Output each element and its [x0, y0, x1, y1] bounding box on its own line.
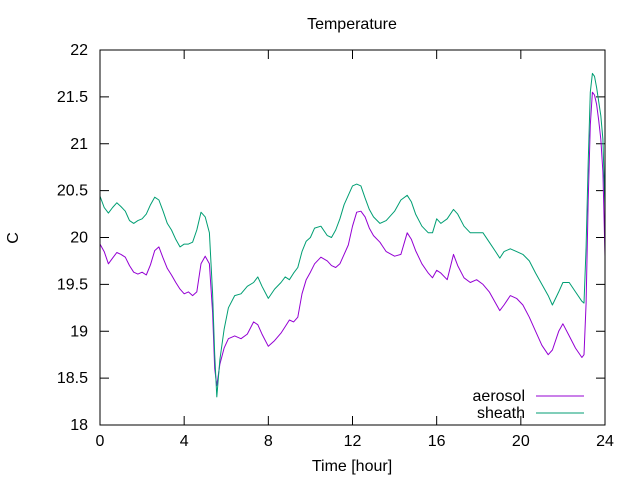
x-tick-label: 24 — [596, 433, 614, 450]
series-line-sheath — [99, 72, 606, 398]
legend-label-sheath: sheath — [477, 405, 525, 422]
x-tick-label: 20 — [512, 433, 530, 450]
y-tick-label: 21 — [70, 136, 88, 153]
x-tick-label: 8 — [264, 433, 273, 450]
plot-frame — [99, 49, 606, 426]
y-tick-label: 20 — [70, 230, 88, 247]
series-line-aerosol — [99, 91, 606, 387]
axis-ticks: 0 4 8 12 16 20 24 18 18.5 19 19.5 20 20.5 21 21.5 22 — [57, 42, 614, 450]
x-tick-label: 16 — [428, 433, 446, 450]
y-tick-label: 19 — [70, 323, 88, 340]
y-tick-label: 18 — [70, 417, 88, 434]
y-tick-label: 20.5 — [57, 183, 88, 200]
x-axis-label: Time [hour] — [312, 458, 392, 475]
y-tick-label: 22 — [70, 42, 88, 59]
y-tick-label: 18.5 — [57, 370, 88, 387]
series-layer — [99, 72, 606, 398]
legend: aerosol sheath — [473, 388, 584, 422]
y-axis-label: C — [5, 232, 22, 244]
y-tick-label: 21.5 — [57, 89, 88, 106]
x-tick-label: 0 — [96, 433, 105, 450]
chart-title: Temperature — [307, 16, 397, 33]
legend-label-aerosol: aerosol — [473, 388, 525, 405]
x-tick-label: 4 — [180, 433, 189, 450]
x-tick-label: 12 — [344, 433, 362, 450]
y-tick-label: 19.5 — [57, 276, 88, 293]
